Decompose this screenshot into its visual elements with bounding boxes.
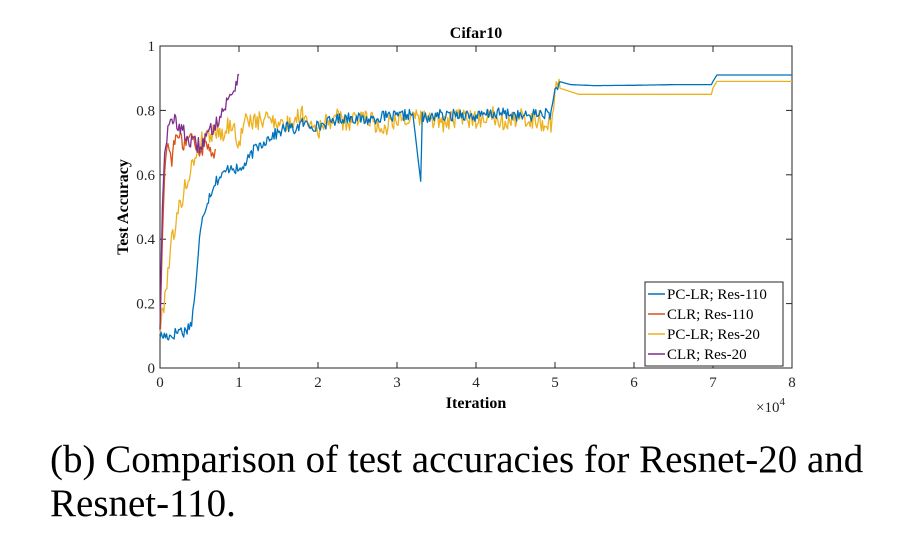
y-tick-label: 1 <box>148 39 156 55</box>
series-line-2 <box>159 78 792 334</box>
x-tick-label: 7 <box>709 375 717 391</box>
legend-box <box>644 281 784 367</box>
y-tick-label: 0.8 <box>136 103 155 119</box>
x-axis-multiplier: ×104 <box>756 396 785 416</box>
legend-label: CLR; Res-110 <box>667 307 754 323</box>
x-tick-label: 2 <box>314 375 322 391</box>
y-tick-label: 0.4 <box>136 232 155 248</box>
series-line-0 <box>159 74 792 341</box>
x-tick-label: 1 <box>235 375 243 391</box>
x-tick-label: 6 <box>630 375 638 391</box>
figure: 0 1 2 3 4 5 6 7 8 0 0.2 0.4 0.6 0.8 1 Cifar10 Iteration T… <box>115 25 796 416</box>
x-axis-label: Iteration <box>446 395 507 412</box>
caption-line-1: (b) Comparison of test accuracies for Re… <box>50 438 864 481</box>
x-tick-label: 0 <box>156 375 164 391</box>
y-axis-label: Test Accuracy <box>115 159 132 255</box>
legend-label: PC-LR; Res-20 <box>667 327 760 343</box>
figure-caption: (b) Comparison of test accuracies for Re… <box>50 438 910 526</box>
legend-label: PC-LR; Res-110 <box>667 287 767 303</box>
chart-title: Cifar10 <box>450 25 502 42</box>
y-tick-label: 0.2 <box>136 297 155 313</box>
series-line-3 <box>159 73 240 330</box>
legend-label: CLR; Res-20 <box>667 347 747 363</box>
x-tick-label: 3 <box>393 375 401 391</box>
y-tick-label: 0 <box>148 361 156 377</box>
x-tick-label: 4 <box>472 375 480 391</box>
y-tick-label: 0.6 <box>136 168 155 184</box>
line-chart: 0 1 2 3 4 5 6 7 8 0 0.2 0.4 0.6 0.8 1 Cifar10 Iteration T… <box>115 25 796 416</box>
x-tick-label: 5 <box>551 375 559 391</box>
x-tick-label: 8 <box>788 375 796 391</box>
caption-line-2: Resnet-110. <box>50 482 236 525</box>
